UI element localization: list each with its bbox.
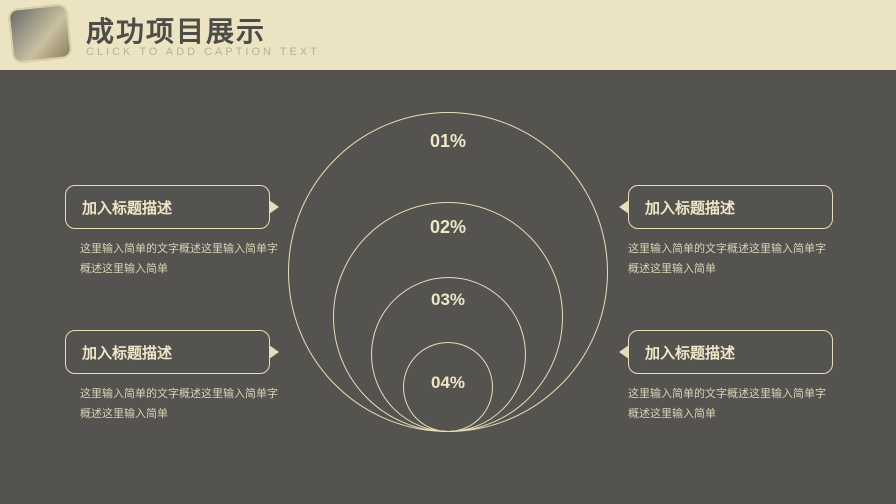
callout-label: 加入标题描述: [645, 342, 735, 363]
callout-desc: 这里输入简单的文字概述这里输入简单字概述这里输入简单: [80, 385, 285, 425]
circle-4: 04%: [403, 342, 493, 432]
page-title: 成功项目展示: [86, 10, 266, 50]
callout-right-0: 加入标题描述: [628, 185, 833, 229]
nested-circles-diagram: 01% 02% 03% 04%: [278, 102, 618, 442]
callout-pointer-icon: [619, 200, 629, 214]
callout-right-1: 加入标题描述: [628, 330, 833, 374]
circle-label-3: 03%: [431, 290, 465, 310]
slide-body: 01%02%03%04% 加入标题描述这里输入简单的文字概述这里输入简单字概述这…: [0, 70, 896, 504]
callout-pointer-icon: [269, 200, 279, 214]
callout-left-1: 加入标题描述: [65, 330, 270, 374]
header: 成功项目展示 CLICK TO ADD CAPTION TEXT: [0, 0, 896, 70]
callout-desc: 这里输入简单的文字概述这里输入简单字概述这里输入简单: [628, 240, 833, 280]
callout-label: 加入标题描述: [82, 197, 172, 218]
header-thumbnail: [7, 3, 72, 64]
callout-label: 加入标题描述: [82, 342, 172, 363]
slide: 成功项目展示 CLICK TO ADD CAPTION TEXT 01%02%0…: [0, 0, 896, 504]
callout-desc: 这里输入简单的文字概述这里输入简单字概述这里输入简单: [628, 385, 833, 425]
callout-pointer-icon: [269, 345, 279, 359]
circle-label-4: 04%: [431, 373, 465, 393]
callout-left-0: 加入标题描述: [65, 185, 270, 229]
page-subtitle: CLICK TO ADD CAPTION TEXT: [86, 46, 320, 58]
callout-pointer-icon: [619, 345, 629, 359]
callout-desc: 这里输入简单的文字概述这里输入简单字概述这里输入简单: [80, 240, 285, 280]
callout-label: 加入标题描述: [645, 197, 735, 218]
circle-label-1: 01%: [430, 131, 466, 152]
circle-label-2: 02%: [430, 217, 466, 238]
